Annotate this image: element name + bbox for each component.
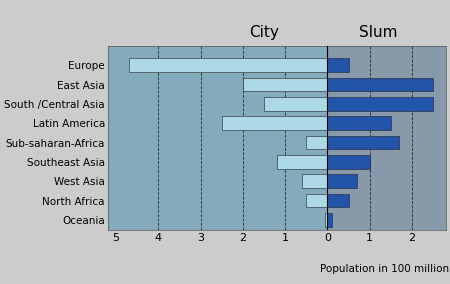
- Bar: [325, 213, 328, 227]
- Bar: [129, 59, 328, 72]
- Bar: [264, 97, 328, 111]
- Bar: [277, 155, 328, 169]
- Bar: [328, 78, 433, 91]
- Bar: [306, 194, 328, 207]
- Bar: [328, 46, 446, 231]
- Bar: [328, 97, 433, 111]
- Bar: [306, 136, 328, 149]
- Bar: [328, 136, 399, 149]
- Bar: [108, 46, 328, 231]
- Bar: [328, 116, 391, 130]
- Bar: [328, 59, 349, 72]
- Text: City: City: [249, 25, 279, 40]
- X-axis label: Population in 100 million: Population in 100 million: [320, 264, 450, 274]
- Bar: [222, 116, 328, 130]
- Bar: [328, 155, 370, 169]
- Bar: [243, 78, 328, 91]
- Bar: [328, 213, 332, 227]
- Bar: [328, 174, 357, 188]
- Bar: [302, 174, 328, 188]
- Bar: [328, 194, 349, 207]
- Text: Slum: Slum: [359, 25, 397, 40]
